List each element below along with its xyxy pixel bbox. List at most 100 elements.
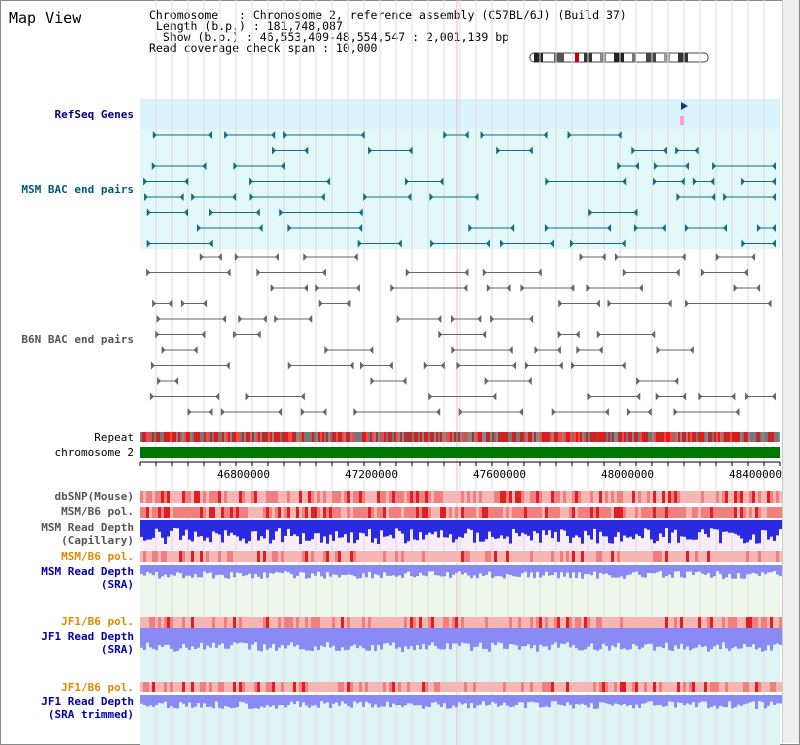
read-depth-bar [737,695,740,705]
polymorphism-cell [617,507,620,518]
label-msm-b6-pol-1: MSM/B6 pol. [61,505,134,518]
polymorphism-cell [251,682,254,692]
polymorphism-cell [467,491,470,503]
read-depth-bar [206,695,209,707]
polymorphism-cell [695,491,698,503]
polymorphism-cell [371,682,374,692]
polymorphism-cell [464,617,467,628]
polymorphism-cell [446,617,449,628]
polymorphism-cell [548,507,551,518]
polymorphism-cell [587,617,590,628]
polymorphism-cell [656,682,659,692]
b6n-bac-pair-end [199,253,204,261]
polymorphism-cell [365,682,368,692]
repeat-segment [268,432,270,442]
read-depth-bar [641,628,644,648]
read-depth-bar [743,628,746,645]
polymorphism-cell [152,617,155,628]
polymorphism-cell [512,491,515,503]
read-depth-bar [614,695,617,704]
read-depth-bar [542,520,545,531]
read-depth-bar [503,565,506,579]
polymorphism-cell [593,491,596,503]
repeat-segment [224,432,226,442]
b6n-bac-pair-end [598,346,603,354]
polymorphism-cell [416,551,419,562]
polymorphism-cell [572,617,575,628]
polymorphism-cell [749,551,752,562]
msm-bac-pair-end [634,162,639,170]
repeat-segment [654,432,656,442]
read-depth-bar [320,520,323,543]
info-coverage-span: Read coverage check span : 10,000 [149,41,378,55]
label-b6n-bac-end-pairs[interactable]: B6N BAC end pairs [21,333,134,346]
polymorphism-cell [599,617,602,628]
msm-bac-pair-end [233,162,238,170]
polymorphism-cell [521,617,524,628]
polymorphism-cell [536,507,539,518]
repeat-segment [476,432,478,442]
b6n-bac-pair-end [527,377,532,385]
polymorphism-cell [623,617,626,628]
read-depth-bar [752,628,755,645]
polymorphism-cell [749,507,752,518]
repeat-segment [408,432,410,442]
polymorphism-cell [731,551,734,562]
msm-bac-pair-end [360,131,365,139]
read-depth-bar [251,628,254,645]
read-depth-tracks [140,520,782,709]
read-depth-bar [566,628,569,643]
polymorphism-cell [758,551,761,562]
polymorphism-cell [581,682,584,692]
label-refseq-genes[interactable]: RefSeq Genes [54,108,134,121]
polymorphism-cell [353,491,356,503]
b6n-bac-pair-end [587,392,592,401]
polymorphism-cell [311,507,314,518]
repeat-segment [264,432,266,442]
msm-bac-pair-end [711,193,716,201]
repeat-segment [308,432,310,442]
repeat-segment [466,432,468,442]
repeat-segment [386,432,388,442]
label-msm-bac-end-pairs[interactable]: MSM BAC end pairs [21,183,134,196]
polymorphism-cell [452,507,455,518]
polymorphism-cell [689,491,692,503]
polymorphism-cell [215,551,218,562]
read-depth-bar [596,628,599,651]
polymorphism-cell [449,491,452,503]
polymorphism-cell [380,682,383,692]
read-depth-bar [506,628,509,649]
polymorphism-cell [668,507,671,518]
read-depth-bar [434,520,437,532]
polymorphism-cell [197,491,200,503]
read-depth-bar [197,565,200,578]
polymorphism-cell [698,491,701,503]
read-depth-bar [587,520,590,536]
read-depth-bar [305,695,308,706]
repeat-segment [462,432,464,442]
read-depth-bar [356,520,359,540]
repeat-segment [256,432,258,442]
polymorphism-cell [701,617,704,628]
polymorphism-cell [257,491,260,503]
polymorphism-cell [494,682,497,692]
polymorphism-cell [296,491,299,503]
repeat-segment [712,432,714,442]
read-depth-bar [212,520,215,532]
polymorphism-cell [257,551,260,562]
msm-bac-pair-end [202,162,207,170]
chromosome-ideogram[interactable] [528,51,712,65]
polymorphism-cell [557,491,560,503]
polymorphism-cell [272,491,275,503]
polymorphism-cell [467,507,470,518]
read-depth-bar [482,565,485,577]
polymorphism-cell [680,617,683,628]
polymorphism-cell [371,491,374,503]
polymorphism-cell [230,551,233,562]
read-depth-bar [698,695,701,703]
read-depth-bar [275,565,278,573]
repeat-segment [758,432,760,442]
vertical-scrollbar[interactable] [782,0,799,743]
polymorphism-cell [545,682,548,692]
